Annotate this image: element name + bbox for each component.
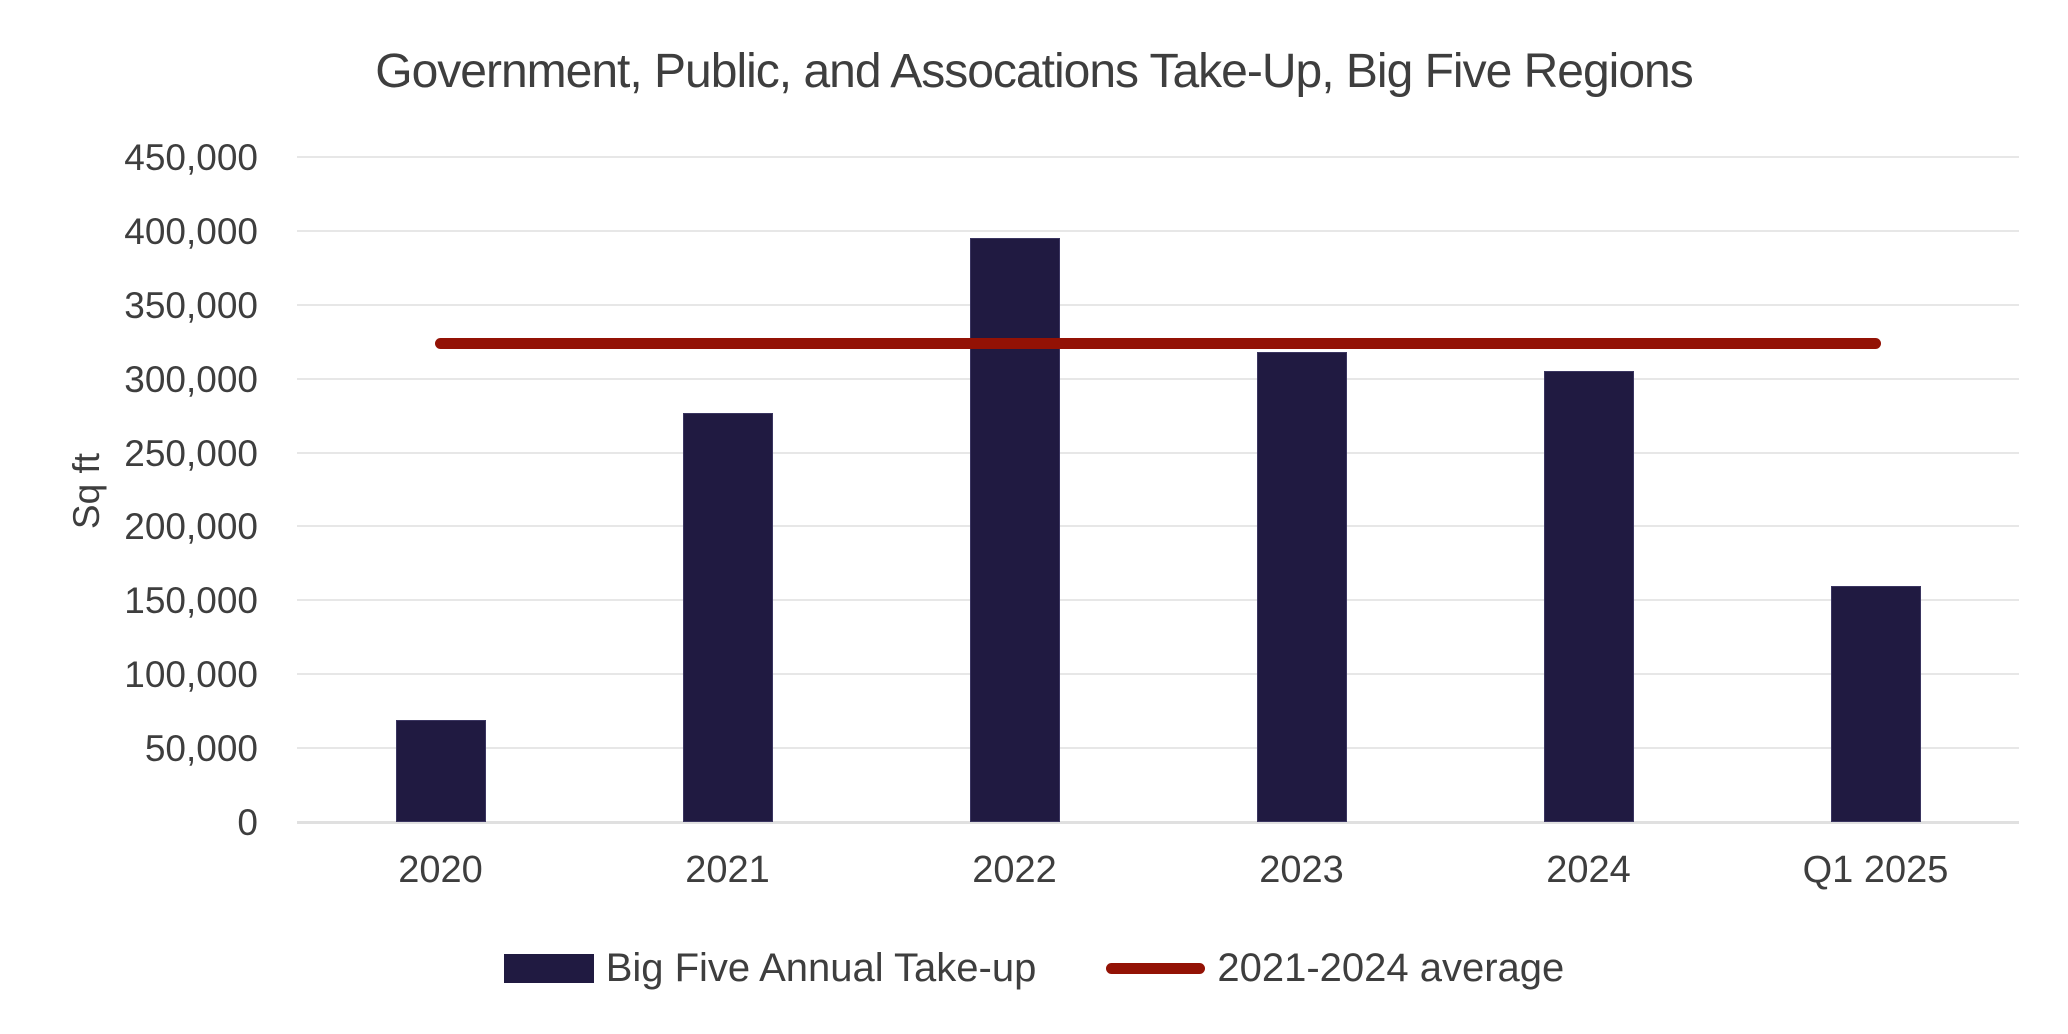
gridline [297,377,2019,380]
bar-2023 [1256,352,1347,822]
x-axis-line [297,821,2019,824]
y-tick-label: 100,000 [124,654,258,696]
x-tick-label: 2021 [685,849,770,891]
x-tick-label: 2023 [1259,849,1344,891]
y-tick-label: 200,000 [124,506,258,548]
average-line-label: 2021-2024 average [1217,946,1565,990]
chart-title: Government, Public, and Assocations Take… [375,45,1693,98]
bar-2021 [682,412,773,822]
y-tick-label: 350,000 [124,284,258,326]
gridline [297,303,2019,306]
bar-series-swatch [503,954,594,983]
x-tick-label: Q1 2025 [1802,849,1949,891]
legend-item-average-line: 2021-2024 average [1106,946,1564,991]
gridline [297,451,2019,454]
gridline [297,229,2019,232]
y-tick-label: 50,000 [144,728,258,770]
gridline [297,156,2019,158]
y-tick-label: 300,000 [124,358,258,400]
y-tick-label: 450,000 [124,137,258,178]
y-tick-label: 250,000 [124,432,258,474]
y-tick-label: 400,000 [124,210,258,252]
gridline [297,599,2019,602]
gridline [297,747,2019,750]
bar-2020 [395,720,486,822]
x-tick-label: 2022 [972,849,1057,891]
y-tick-label: 0 [237,802,258,843]
legend: Big Five Annual Take-up 2021-2024 averag… [0,946,2068,991]
bar-2024 [1543,371,1634,822]
gridline [297,673,2019,676]
average-line [435,338,1881,350]
bar-series-label: Big Five Annual Take-up [605,946,1037,990]
y-tick-label: 150,000 [124,580,258,622]
gridline [297,525,2019,528]
bar-q1-2025 [1830,585,1921,822]
legend-item-bar-series: Big Five Annual Take-up [503,946,1037,991]
bar-2022 [969,238,1060,822]
x-tick-label: 2020 [398,849,483,891]
average-line-swatch [1106,963,1206,974]
x-tick-label: 2024 [1546,849,1631,891]
